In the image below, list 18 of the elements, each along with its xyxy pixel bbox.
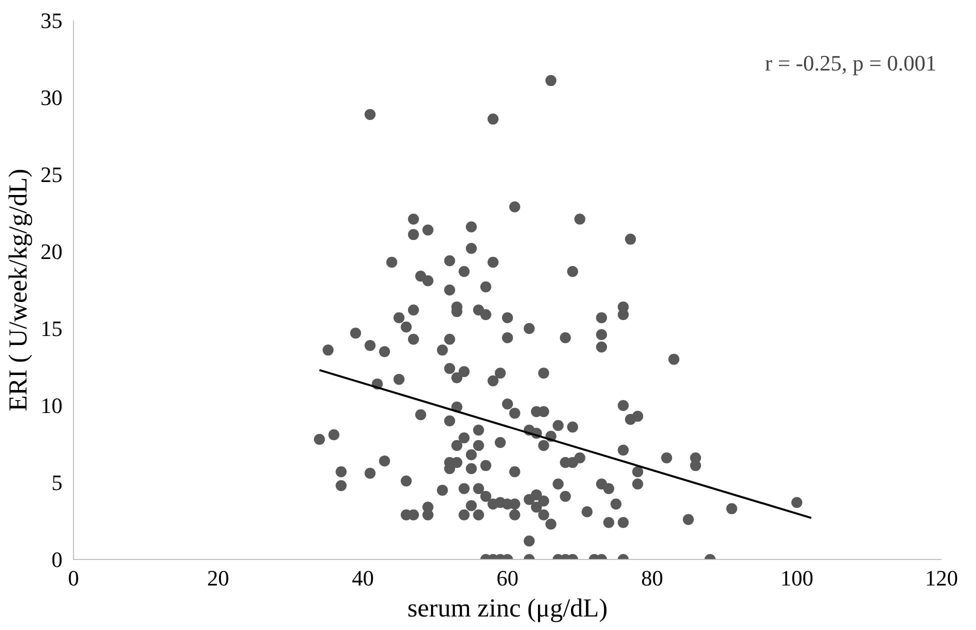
- y-tick-label: 20: [40, 239, 62, 264]
- x-tick-label: 100: [780, 566, 814, 590]
- x-tick-label: 80: [641, 566, 664, 590]
- x-axis-title: serum zinc (μg/dL): [407, 594, 608, 622]
- x-tick-label: 60: [496, 566, 518, 590]
- y-tick-label: 0: [52, 547, 62, 572]
- y-tick-label: 5: [52, 470, 62, 495]
- x-tick-label: 40: [352, 566, 374, 590]
- y-tick-label: 10: [40, 393, 62, 418]
- y-tick-label: 25: [40, 162, 62, 187]
- y-tick-label: 15: [40, 316, 62, 341]
- x-tick-label: 20: [207, 566, 230, 590]
- annotation: r = -0.25, p = 0.001: [765, 50, 936, 76]
- x-tick-label: 0: [68, 566, 79, 590]
- y-axis-title: ERI ( U/week/kg/g/dL): [4, 168, 32, 412]
- y-tick-label: 30: [40, 85, 62, 110]
- y-tick-label: 35: [40, 8, 62, 33]
- x-tick-label: 120: [925, 566, 958, 590]
